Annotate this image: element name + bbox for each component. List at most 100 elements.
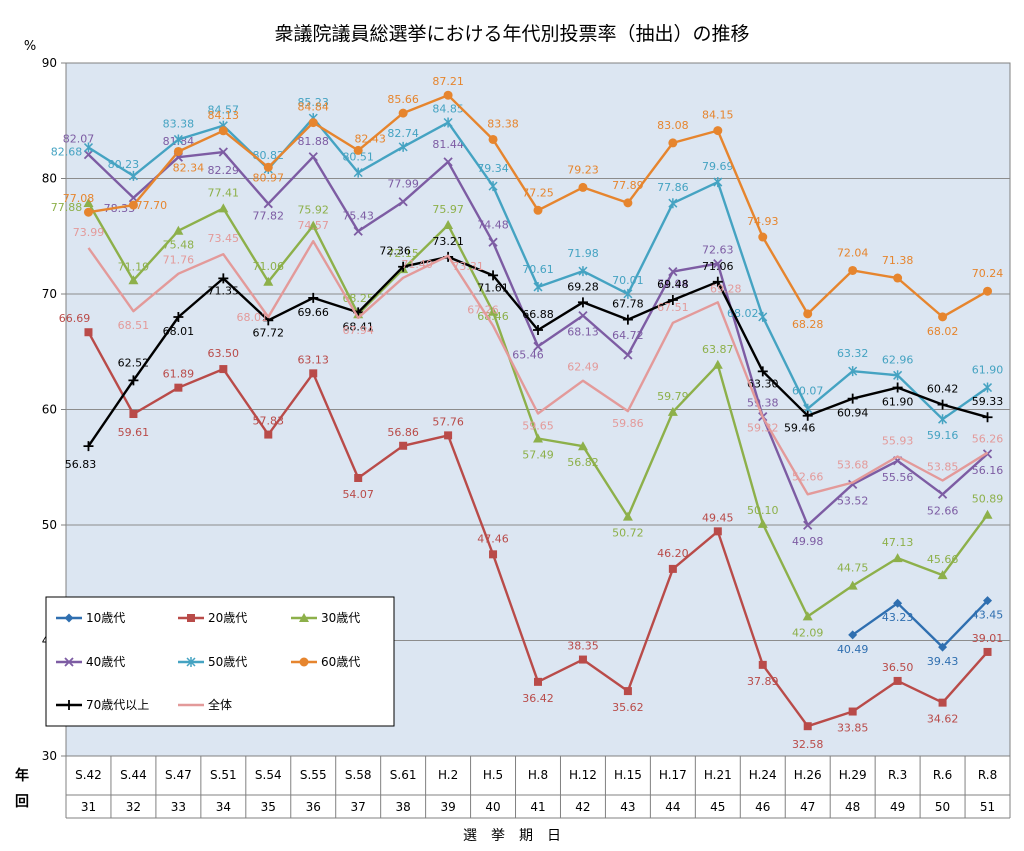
data-label: 68.01 xyxy=(237,311,269,324)
data-point xyxy=(129,410,138,419)
data-label: 85.23 xyxy=(297,96,329,109)
x-axis-title: 選 挙 期 日 xyxy=(463,828,561,844)
data-label: 61.89 xyxy=(163,368,195,381)
series-70歳代以上: 56.83 62.52 68.01 71.35 67.72 69.66 68.41 72.36… xyxy=(65,235,1004,471)
data-label: 54.07 xyxy=(342,488,374,501)
x-tick-label: S.51 xyxy=(210,768,237,782)
data-label: 46.20 xyxy=(657,547,689,560)
data-point xyxy=(937,399,948,410)
data-label: 62.49 xyxy=(567,361,599,374)
x-tick-label: S.44 xyxy=(120,768,147,782)
session-number-label: 37 xyxy=(351,800,366,814)
data-label: 56.82 xyxy=(567,456,599,469)
data-point xyxy=(848,707,857,716)
legend-marker xyxy=(64,657,74,667)
data-point xyxy=(533,281,543,292)
session-number-label: 44 xyxy=(665,800,680,814)
data-point xyxy=(443,157,453,167)
data-point xyxy=(668,266,678,277)
data-point xyxy=(128,275,139,285)
session-number-label: 40 xyxy=(485,800,500,814)
data-point xyxy=(623,288,633,299)
data-point xyxy=(398,108,408,118)
data-label: 63.32 xyxy=(837,347,869,360)
x-tick-label: S.61 xyxy=(390,768,417,782)
data-point xyxy=(623,198,633,208)
legend-box xyxy=(45,596,395,727)
data-point xyxy=(983,647,992,656)
data-label: 59.33 xyxy=(972,395,1004,408)
data-point xyxy=(354,473,363,482)
data-label: 82.43 xyxy=(354,132,386,145)
data-point xyxy=(534,677,542,686)
data-point xyxy=(173,146,183,156)
data-label: 77.82 xyxy=(253,210,285,223)
y-axis-unit-label: % xyxy=(24,39,36,54)
data-point xyxy=(309,369,318,378)
data-point xyxy=(128,375,139,386)
data-point xyxy=(263,276,274,286)
data-point xyxy=(713,177,723,188)
data-label: 49.98 xyxy=(792,535,824,548)
y-tick-label: 50 xyxy=(42,518,57,532)
data-label: 32.58 xyxy=(792,738,824,751)
x-tick-label: R.8 xyxy=(978,768,997,782)
data-label: 56.16 xyxy=(972,464,1004,477)
data-label: 77.89 xyxy=(612,179,644,192)
data-label: 72.15 xyxy=(387,247,419,260)
session-number-label: 41 xyxy=(530,800,545,814)
data-point xyxy=(488,134,498,144)
y-tick-label: 80 xyxy=(42,172,57,186)
data-point xyxy=(488,181,498,192)
data-label: 47.13 xyxy=(882,536,914,549)
legend-item: 20歳代 xyxy=(178,611,247,625)
data-label: 66.88 xyxy=(522,308,554,321)
session-number-label: 48 xyxy=(845,800,860,814)
data-point xyxy=(622,511,633,521)
session-number-label: 45 xyxy=(710,800,725,814)
data-label: 72.36 xyxy=(379,245,411,258)
data-point xyxy=(174,383,183,392)
data-label: 70.01 xyxy=(612,274,644,287)
data-label: 57.49 xyxy=(522,449,554,462)
data-label: 53.85 xyxy=(927,461,959,474)
data-label: 59.79 xyxy=(657,390,689,403)
data-label: 85.66 xyxy=(387,93,419,106)
data-point xyxy=(713,126,723,136)
data-point xyxy=(83,207,93,217)
data-label: 34.62 xyxy=(927,713,959,726)
data-label: 71.06 xyxy=(253,260,285,273)
data-label: 82.07 xyxy=(63,133,95,146)
data-label: 35.62 xyxy=(612,701,644,714)
y-tick-label: 90 xyxy=(42,56,57,70)
legend-item: 40歳代 xyxy=(56,655,125,669)
data-label: 77.70 xyxy=(136,199,168,212)
legend-item: 60歳代 xyxy=(291,655,360,669)
data-label: 37.89 xyxy=(747,675,779,688)
data-label: 65.46 xyxy=(512,348,544,361)
data-label: 57.76 xyxy=(432,415,464,428)
data-label: 59.86 xyxy=(612,417,644,430)
data-point xyxy=(308,292,319,303)
data-point xyxy=(533,433,543,443)
session-number-label: 42 xyxy=(575,800,590,814)
data-label: 68.51 xyxy=(118,319,150,332)
x-tick-label: S.47 xyxy=(165,768,192,782)
legend-item: 10歳代 xyxy=(56,611,125,625)
data-point xyxy=(892,553,903,563)
data-label: 71.76 xyxy=(163,254,195,267)
x-tick-label: H.21 xyxy=(704,768,732,782)
data-label: 68.02 xyxy=(927,325,959,338)
data-label: 77.08 xyxy=(63,192,95,205)
data-label: 69.66 xyxy=(297,306,329,319)
session-number-label: 36 xyxy=(306,800,321,814)
data-point xyxy=(353,167,363,178)
legend-item: 全体 xyxy=(178,697,232,712)
data-point xyxy=(802,611,813,621)
data-label: 69.48 xyxy=(657,278,689,291)
legend-marker xyxy=(64,700,74,710)
series-line xyxy=(87,240,989,496)
data-label: 59.38 xyxy=(747,397,779,410)
legend-marker xyxy=(187,614,195,622)
y-tick-label: 60 xyxy=(42,403,57,417)
